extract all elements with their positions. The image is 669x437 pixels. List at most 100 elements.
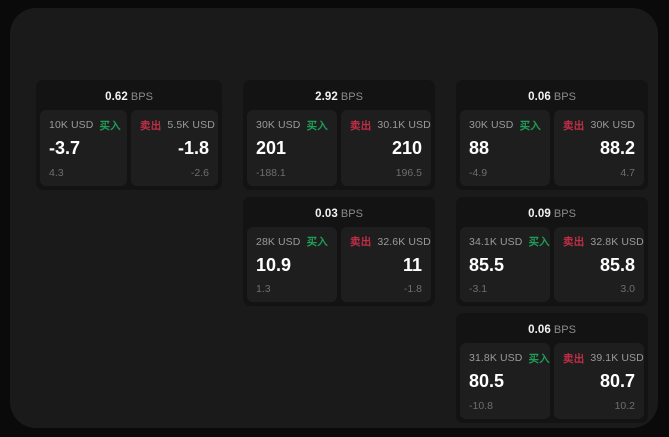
size-label-sell: 39.1K USD <box>590 352 644 364</box>
bps-unit-label: BPS <box>340 207 363 220</box>
quote-side-sell[interactable]: 卖出 30K USD 88.2 4.7 <box>554 110 644 186</box>
buy-action-label[interactable]: 买入 <box>99 119 121 132</box>
delta-sell: 196.5 <box>395 166 422 179</box>
quote-column-3: 0.06 BPS 30K USD 买入 88 -4.9 卖出 30K USD 88.2 4.7 0.… <box>456 80 648 423</box>
side-header-buy: 34.1K USD 买入 <box>469 235 550 249</box>
size-label-sell: 30K USD <box>590 119 635 131</box>
price-buy: 201 <box>256 138 287 158</box>
price-buy: -3.7 <box>49 138 81 158</box>
delta-sell: -1.8 <box>403 283 422 295</box>
bps-unit-label: BPS <box>553 207 576 220</box>
quote-side-buy[interactable]: 28K USD 买入 10.9 1.3 <box>247 226 337 302</box>
sell-action-label[interactable]: 卖出 <box>563 119 585 132</box>
size-label-sell: 5.5K USD <box>167 119 215 131</box>
sell-action-label[interactable]: 卖出 <box>563 352 585 365</box>
sell-action-label[interactable]: 卖出 <box>350 236 372 248</box>
delta-buy: -188.1 <box>256 166 286 179</box>
quote-side-sell[interactable]: 卖出 32.6K USD 11 -1.8 <box>341 226 431 302</box>
side-header-buy: 28K USD 买入 <box>256 235 328 249</box>
quote-side-sell[interactable]: 卖出 5.5K USD -1.8 -2.6 <box>131 110 218 186</box>
price-sell: -1.8 <box>177 138 209 158</box>
price-sell: 88.2 <box>599 138 635 158</box>
price-sell: 85.8 <box>599 254 635 275</box>
side-header-buy: 30K USD 买入 <box>469 118 541 132</box>
bps-value: 0.06 <box>528 324 551 336</box>
size-label-buy: 34.1K USD <box>469 235 523 248</box>
bps-value: 2.92 <box>315 91 338 103</box>
price-buy: 80.5 <box>469 371 505 391</box>
bps-unit-label: BPS <box>553 324 576 336</box>
buy-action-label[interactable]: 买入 <box>306 119 328 132</box>
size-label-buy: 28K USD <box>256 235 301 248</box>
quote-side-buy[interactable]: 30K USD 买入 88 -4.9 <box>460 110 550 186</box>
quote-side-sell[interactable]: 卖出 30.1K USD 210 196.5 <box>341 110 431 186</box>
price-sell: 210 <box>391 138 422 158</box>
buy-action-label[interactable]: 买入 <box>528 236 550 248</box>
price-buy: 10.9 <box>256 254 292 275</box>
buy-action-label[interactable]: 买入 <box>528 352 550 365</box>
bps-value: 0.03 <box>315 207 338 220</box>
bps-value: 0.06 <box>528 91 551 103</box>
side-header-buy: 31.8K USD 买入 <box>469 351 550 365</box>
card-header: 2.92 BPS <box>247 86 431 110</box>
side-header-sell: 卖出 30K USD <box>563 118 635 132</box>
side-header-sell: 卖出 32.6K USD <box>350 235 431 249</box>
size-label-buy: 30K USD <box>469 119 514 131</box>
bps-unit-label: BPS <box>340 91 363 103</box>
delta-buy: -10.8 <box>469 399 493 412</box>
quote-card[interactable]: 0.06 BPS 30K USD 买入 88 -4.9 卖出 30K USD 88.2 4.7 <box>456 80 648 190</box>
delta-buy: 4.3 <box>49 166 64 179</box>
buy-action-label[interactable]: 买入 <box>519 119 541 132</box>
quote-card[interactable]: 0.03 BPS 28K USD 买入 10.9 1.3 卖出 32.6K USD 11 -1.8 <box>243 196 435 306</box>
price-buy: 85.5 <box>469 254 505 275</box>
quote-side-buy[interactable]: 34.1K USD 买入 85.5 -3.1 <box>460 226 550 302</box>
card-body: 30K USD 买入 201 -188.1 卖出 30.1K USD 210 196.5 <box>247 110 431 186</box>
sell-action-label[interactable]: 卖出 <box>350 119 372 132</box>
sell-action-label[interactable]: 卖出 <box>140 119 162 132</box>
quote-side-buy[interactable]: 31.8K USD 买入 80.5 -10.8 <box>460 343 550 419</box>
side-header-buy: 30K USD 买入 <box>256 118 328 132</box>
side-header-sell: 卖出 30.1K USD <box>350 118 431 132</box>
quote-card[interactable]: 0.62 BPS 10K USD 买入 -3.7 4.3 卖出 5.5K USD -1.8 -2.… <box>36 80 222 190</box>
card-body: 34.1K USD 买入 85.5 -3.1 卖出 32.8K USD 85.8 3.0 <box>460 226 644 302</box>
card-header: 0.06 BPS <box>460 319 644 343</box>
card-header: 0.06 BPS <box>460 86 644 110</box>
quote-side-sell[interactable]: 卖出 32.8K USD 85.8 3.0 <box>554 226 644 302</box>
side-header-sell: 卖出 39.1K USD <box>563 351 644 365</box>
delta-buy: -4.9 <box>469 166 488 179</box>
size-label-sell: 32.6K USD <box>377 235 431 248</box>
quote-card[interactable]: 0.09 BPS 34.1K USD 买入 85.5 -3.1 卖出 32.8K USD 85.… <box>456 196 648 306</box>
delta-buy: -3.1 <box>469 283 488 295</box>
bps-unit-label: BPS <box>130 91 153 103</box>
buy-action-label[interactable]: 买入 <box>306 236 328 248</box>
quote-column-1: 0.62 BPS 10K USD 买入 -3.7 4.3 卖出 5.5K USD -1.8 -2.… <box>36 80 222 190</box>
quote-side-sell[interactable]: 卖出 39.1K USD 80.7 10.2 <box>554 343 644 419</box>
card-body: 31.8K USD 买入 80.5 -10.8 卖出 39.1K USD 80.7 10.2 <box>460 343 644 419</box>
quote-side-buy[interactable]: 10K USD 买入 -3.7 4.3 <box>40 110 127 186</box>
delta-sell: 4.7 <box>620 166 635 179</box>
quote-card[interactable]: 0.06 BPS 31.8K USD 买入 80.5 -10.8 卖出 39.1K USD 80… <box>456 313 648 423</box>
sell-action-label[interactable]: 卖出 <box>563 236 585 248</box>
delta-sell: 3.0 <box>620 283 635 295</box>
size-label-buy: 30K USD <box>256 119 301 131</box>
quote-card[interactable]: 2.92 BPS 30K USD 买入 201 -188.1 卖出 30.1K USD 210 1… <box>243 80 435 190</box>
card-body: 10K USD 买入 -3.7 4.3 卖出 5.5K USD -1.8 -2.6 <box>40 110 218 186</box>
card-body: 30K USD 买入 88 -4.9 卖出 30K USD 88.2 4.7 <box>460 110 644 186</box>
delta-buy: 1.3 <box>256 283 271 295</box>
price-sell: 11 <box>402 254 422 275</box>
price-buy: 88 <box>469 138 490 158</box>
bps-value: 0.62 <box>105 91 128 103</box>
size-label-buy: 31.8K USD <box>469 352 523 364</box>
size-label-buy: 10K USD <box>49 119 94 131</box>
card-header: 0.03 BPS <box>247 203 431 227</box>
size-label-sell: 32.8K USD <box>590 235 644 248</box>
card-header: 0.09 BPS <box>460 203 644 227</box>
side-header-sell: 卖出 32.8K USD <box>563 235 644 249</box>
side-header-sell: 卖出 5.5K USD <box>140 118 215 132</box>
size-label-sell: 30.1K USD <box>377 119 431 131</box>
price-sell: 80.7 <box>599 371 635 391</box>
card-body: 28K USD 买入 10.9 1.3 卖出 32.6K USD 11 -1.8 <box>247 226 431 302</box>
quote-side-buy[interactable]: 30K USD 买入 201 -188.1 <box>247 110 337 186</box>
quote-column-2: 2.92 BPS 30K USD 买入 201 -188.1 卖出 30.1K USD 210 1… <box>243 80 435 306</box>
